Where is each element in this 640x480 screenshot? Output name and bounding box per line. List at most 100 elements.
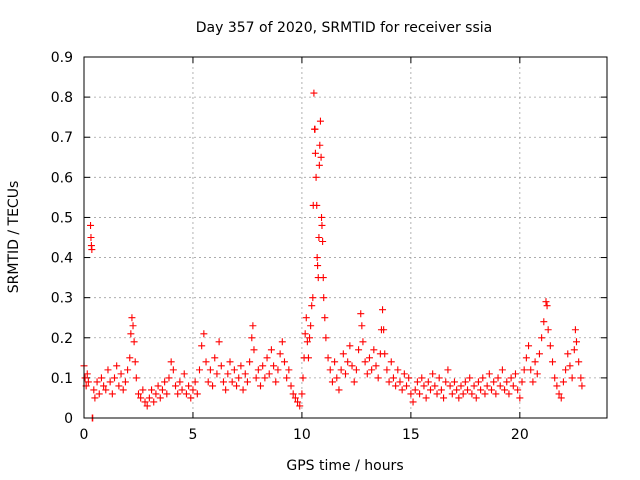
data-point — [294, 398, 302, 406]
data-point — [518, 378, 526, 386]
data-point — [492, 390, 500, 398]
data-point — [126, 354, 134, 362]
data-point — [314, 262, 322, 270]
data-point — [243, 378, 251, 386]
data-point — [298, 390, 306, 398]
data-point — [553, 382, 561, 390]
data-point — [398, 386, 406, 394]
data-point — [503, 378, 511, 386]
data-point — [124, 366, 132, 374]
data-point — [315, 234, 323, 241]
data-point — [187, 394, 195, 402]
data-point — [209, 382, 217, 390]
data-point — [542, 298, 550, 306]
data-point — [272, 378, 280, 386]
data-point — [91, 394, 99, 402]
data-point — [575, 358, 583, 366]
data-point — [113, 362, 121, 370]
data-point — [424, 378, 432, 386]
data-point — [320, 294, 328, 302]
data-point — [470, 382, 478, 390]
data-point — [163, 390, 171, 398]
data-point — [84, 378, 92, 386]
data-point — [152, 390, 160, 398]
data-point — [355, 346, 363, 354]
data-point — [368, 366, 376, 374]
data-point — [141, 398, 149, 406]
data-point — [331, 358, 339, 366]
data-point — [302, 314, 310, 322]
data-point — [538, 334, 546, 342]
data-point — [374, 374, 382, 382]
data-point — [319, 274, 327, 282]
data-point — [88, 246, 96, 254]
data-point — [485, 370, 493, 378]
data-point — [115, 382, 123, 390]
data-point — [161, 378, 169, 386]
data-point — [318, 221, 326, 229]
data-point — [346, 342, 354, 350]
data-point — [570, 346, 578, 354]
data-point — [562, 366, 570, 374]
data-point — [328, 378, 336, 386]
data-point — [108, 390, 116, 398]
data-point — [117, 370, 125, 378]
data-point — [531, 358, 539, 366]
data-point — [143, 402, 151, 410]
data-point — [498, 366, 506, 374]
data-point — [572, 338, 580, 346]
data-point — [461, 378, 469, 386]
y-tick-label: 0.2 — [51, 331, 73, 347]
data-point — [435, 374, 443, 382]
data-point — [381, 350, 389, 358]
data-point — [172, 382, 180, 390]
data-point — [479, 374, 487, 382]
data-point — [250, 346, 258, 354]
data-point — [496, 382, 504, 390]
data-point — [411, 386, 419, 394]
data-point — [379, 306, 387, 314]
data-point — [546, 342, 554, 350]
data-point — [132, 374, 140, 382]
data-point — [198, 342, 206, 350]
data-point — [543, 302, 551, 310]
data-point — [127, 330, 135, 338]
data-point — [90, 386, 98, 394]
data-point — [169, 366, 177, 374]
data-point — [457, 382, 465, 390]
data-point — [540, 318, 548, 326]
data-point — [219, 378, 227, 386]
data-point — [307, 322, 315, 330]
data-point — [252, 374, 260, 382]
data-point — [318, 213, 326, 221]
data-point — [400, 370, 408, 378]
data-point — [213, 370, 221, 378]
data-point — [156, 394, 164, 402]
y-tick-label: 0.3 — [51, 291, 73, 307]
data-points — [80, 89, 586, 422]
data-point — [139, 386, 147, 394]
data-point — [204, 378, 212, 386]
data-point — [296, 402, 304, 410]
y-axis-label: SRMTID / TECUs — [6, 181, 22, 294]
data-point — [174, 390, 182, 398]
data-point — [311, 149, 319, 157]
data-point — [448, 390, 456, 398]
data-point — [568, 374, 576, 382]
data-point — [544, 326, 552, 334]
data-point — [158, 386, 166, 394]
data-point — [535, 350, 543, 358]
data-point — [87, 234, 95, 241]
data-point — [557, 394, 565, 402]
data-point — [301, 330, 309, 338]
data-point — [87, 221, 95, 229]
data-point — [566, 362, 574, 370]
data-point — [257, 382, 265, 390]
data-point — [165, 374, 173, 382]
data-point — [202, 358, 210, 366]
data-point — [217, 362, 225, 370]
data-point — [283, 374, 291, 382]
data-point — [224, 370, 232, 378]
data-point — [230, 366, 238, 374]
